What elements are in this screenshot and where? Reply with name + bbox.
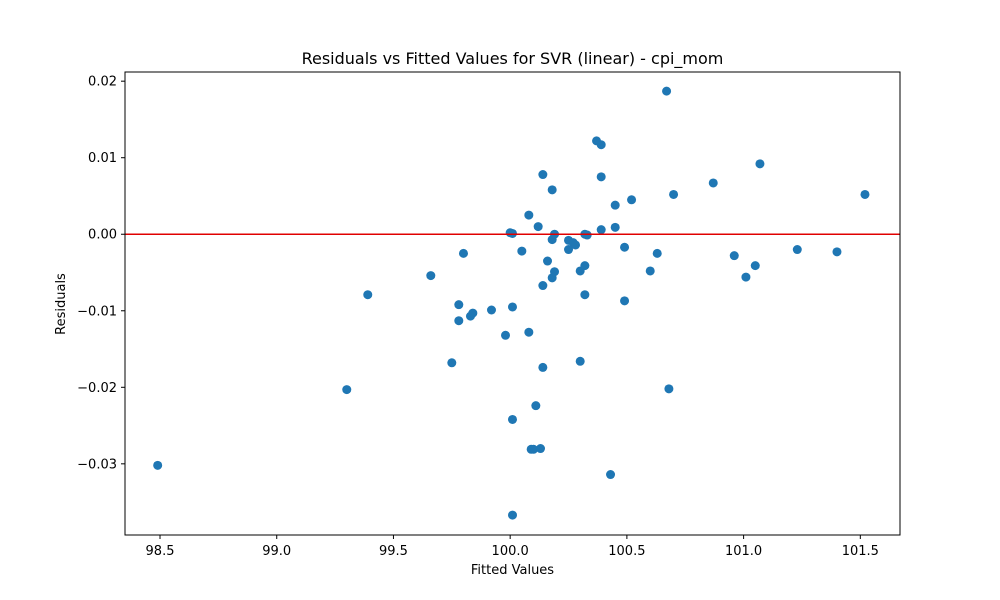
data-point [543,256,553,266]
y-tick-label: 0.00 [88,228,117,243]
y-axis-label: Residuals [54,273,69,335]
data-point [580,261,590,271]
data-point [832,247,842,257]
data-point [454,316,464,326]
data-point [606,470,616,480]
data-point [645,266,655,276]
data-point [342,385,352,395]
data-point [426,271,436,281]
data-point [550,267,560,277]
data-point [580,290,590,300]
x-tick-label: 98.5 [146,544,175,559]
data-point [596,172,606,182]
data-point [620,296,630,306]
data-point [363,290,373,300]
data-point [517,246,527,256]
data-point [538,170,548,180]
data-point [538,362,548,372]
data-point [652,248,662,258]
data-point [468,308,478,318]
data-point [755,159,765,169]
y-axis: −0.03 −0.02 −0.01 0.00 0.01 0.02 [77,75,125,472]
y-tick-label: 0.02 [88,75,117,90]
data-point [531,401,541,411]
y-tick-label: −0.02 [77,381,117,396]
data-point [508,510,517,520]
data-point [153,460,163,470]
data-point [458,248,468,258]
data-point [729,251,739,261]
x-tick-label: 99.5 [379,544,408,559]
data-point [564,245,574,255]
data-point [741,272,751,282]
data-point [860,189,870,199]
x-tick-label: 101.0 [725,544,762,559]
data-point [596,140,606,150]
y-tick-label: 0.01 [88,151,117,166]
chart-title: Residuals vs Fitted Values for SVR (line… [302,49,724,69]
data-point [508,302,517,312]
x-tick-label: 99.0 [262,544,291,559]
y-tick-label: −0.03 [77,457,117,472]
data-point [610,222,620,232]
data-point [792,245,802,255]
data-point [536,444,546,454]
data-point [454,300,464,310]
x-axis-label: Fitted Values [471,563,554,578]
x-axis: 98.5 99.0 99.5 100.0 100.5 101.0 101.5 [146,535,879,559]
x-tick-label: 101.5 [842,544,879,559]
data-point [620,242,630,252]
data-point [750,261,760,271]
data-point [662,86,672,96]
data-point [501,330,510,340]
data-point [447,358,457,368]
data-point [575,356,585,366]
plot-frame [124,71,901,536]
data-point [708,178,718,188]
data-point [664,384,674,394]
plot-area [124,71,901,536]
data-point [529,444,539,454]
data-point [571,240,581,250]
data-point [610,200,620,210]
data-point [547,185,557,195]
data-point [524,210,534,220]
data-point [596,225,606,235]
data-point [508,414,517,424]
data-point [486,305,496,315]
data-point [538,281,548,291]
data-point [669,189,679,199]
data-point [533,222,543,232]
x-tick-label: 100.5 [608,544,645,559]
data-point [627,195,637,205]
y-tick-label: −0.01 [77,304,117,319]
data-point [524,327,534,337]
x-tick-label: 100.0 [492,544,529,559]
